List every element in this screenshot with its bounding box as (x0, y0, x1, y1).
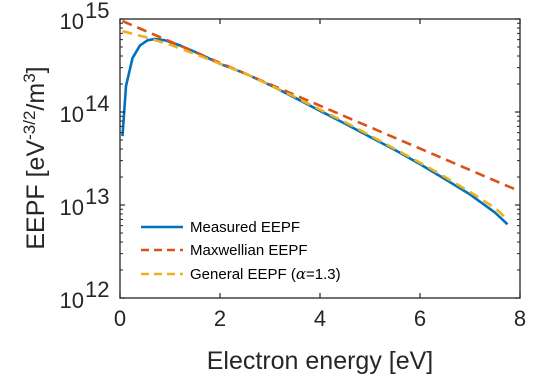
x-tick-label: 0 (114, 306, 126, 331)
x-tick-label: 4 (314, 306, 326, 331)
series-line-maxwellian-eepf (121, 19, 521, 193)
y-tick-label: 10 (60, 9, 84, 34)
y-tick-exponent: 14 (85, 91, 109, 116)
x-tick-label: 6 (414, 306, 426, 331)
legend-maxwellian-label: Maxwellian EEPF (190, 242, 308, 259)
series-line-measured-eepf (121, 37, 509, 226)
series-line-general-eepf-1-3 (122, 29, 509, 221)
x-tick-label: 8 (514, 306, 526, 331)
legend-general-label: General EEPF (α=1.3) (190, 265, 341, 283)
axis-ticks (119, 18, 521, 299)
y-axis-label: EEPF [eV-3/2/m3] (20, 66, 50, 249)
legend-measured-label: Measured EEPF (190, 219, 300, 236)
y-tick-label: 10 (60, 288, 84, 313)
y-tick-label: 10 (60, 102, 84, 127)
y-tick-exponent: 12 (85, 277, 109, 302)
plot-lines (121, 19, 521, 226)
x-axis-label: Electron energy [eV] (207, 347, 434, 375)
y-tick-label: 10 (60, 195, 84, 220)
y-tick-exponent: 15 (85, 0, 109, 23)
legend-box (132, 205, 380, 291)
legend: Measured EEPF Maxwellian EEPF General EE… (132, 205, 380, 291)
x-tick-label: 2 (214, 306, 226, 331)
y-tick-exponent: 13 (85, 184, 109, 209)
